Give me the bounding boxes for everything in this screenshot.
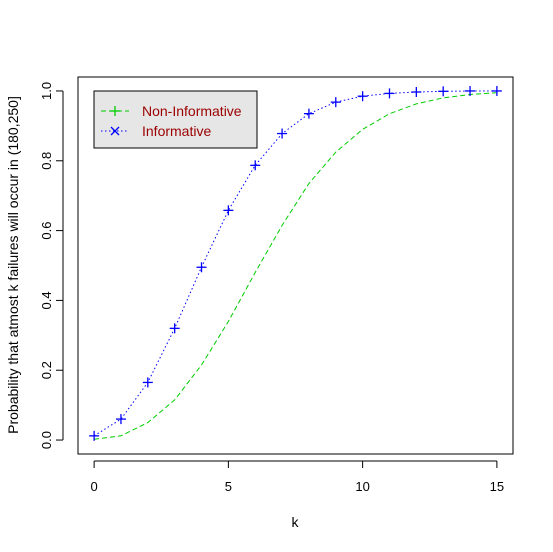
series-line-non-informative: [94, 92, 497, 440]
x-axis: 0 5 10 15: [90, 460, 504, 494]
data-point-informative: [196, 262, 207, 273]
legend-label-non-informative: Non-Informative: [142, 103, 242, 119]
data-point-informative: [438, 86, 449, 97]
y-tick-label: 0.4: [39, 291, 54, 309]
data-point-informative: [115, 414, 126, 425]
y-tick-label: 0.2: [39, 361, 54, 379]
data-point-informative: [491, 85, 502, 96]
y-tick-label: 0.0: [39, 431, 54, 449]
data-point-informative: [277, 128, 288, 139]
x-axis-label: k: [292, 514, 300, 530]
series-layer: [89, 85, 502, 441]
plot-frame: [77, 76, 514, 455]
data-point-informative: [250, 160, 261, 171]
data-point-informative: [169, 323, 180, 334]
legend-marker-non-informative: [110, 106, 120, 116]
legend-label-informative: Informative: [142, 123, 211, 139]
data-point-informative: [384, 88, 395, 99]
data-point-informative: [465, 85, 476, 96]
y-tick-label: 0.8: [39, 152, 54, 170]
data-point-informative: [223, 205, 234, 216]
y-tick-label: 1.0: [39, 82, 54, 100]
x-tick-label: 0: [90, 479, 97, 494]
x-tick-label: 15: [490, 479, 504, 494]
y-tick-label: 0.6: [39, 222, 54, 240]
x-tick-label: 5: [225, 479, 232, 494]
data-point-informative: [357, 91, 368, 102]
data-point-informative: [303, 108, 314, 119]
data-point-informative: [142, 377, 153, 388]
legend: Non-Informative Informative: [93, 90, 258, 149]
data-point-informative: [330, 97, 341, 108]
x-tick-label: 10: [355, 479, 369, 494]
data-point-informative: [89, 430, 100, 441]
y-axis: 0.0 0.2 0.4 0.6 0.8 1.0: [39, 82, 64, 449]
y-axis-label: Probability that atmost k failures will …: [5, 96, 21, 434]
legend-marker-informative: [110, 126, 120, 136]
data-point-informative: [411, 87, 422, 98]
legend-box: [93, 90, 258, 149]
